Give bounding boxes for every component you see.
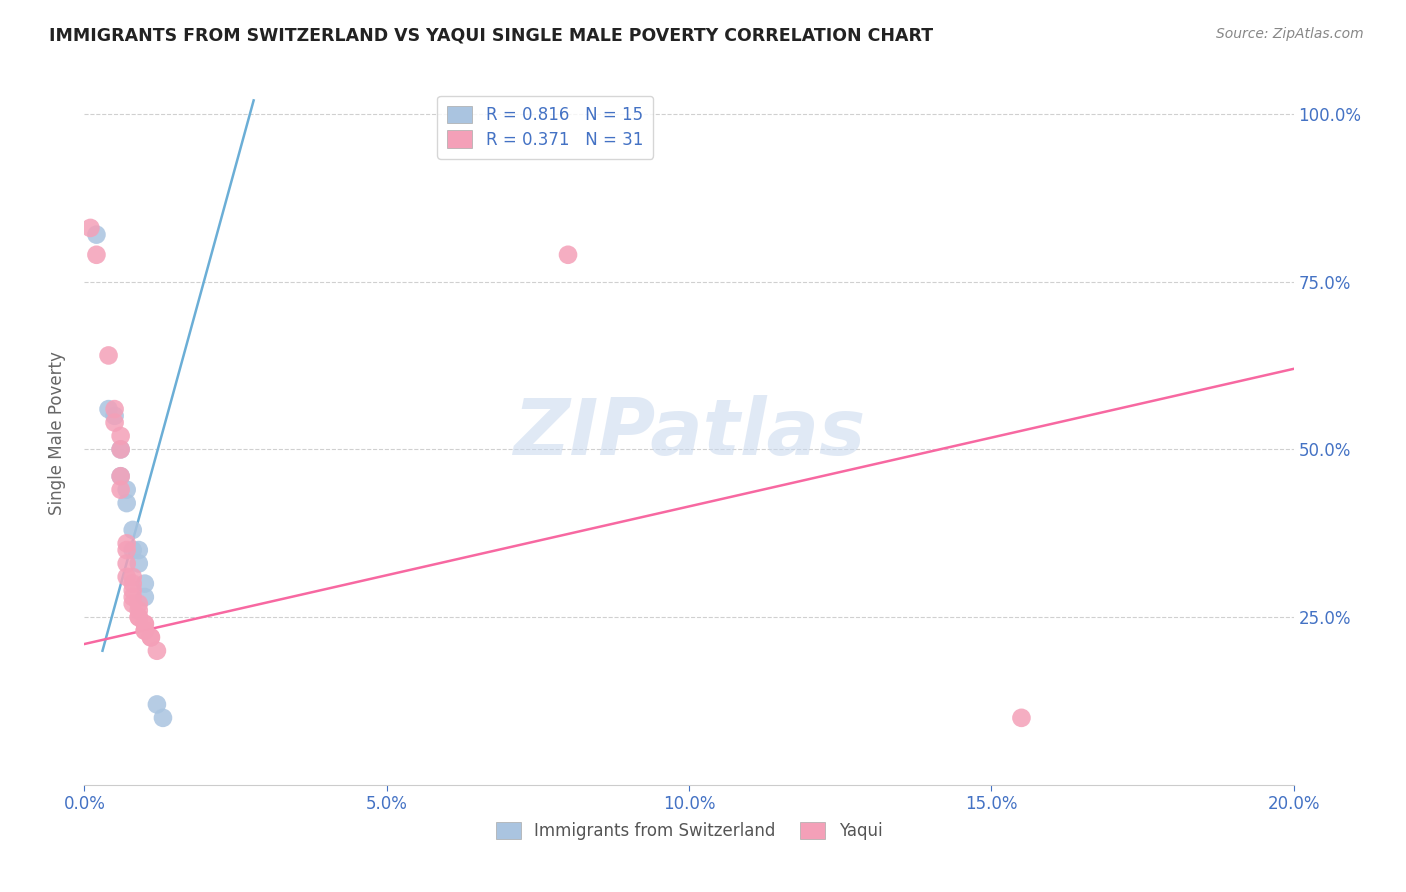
Point <box>128 610 150 624</box>
Point <box>97 348 120 362</box>
Point <box>110 442 132 457</box>
Point <box>134 624 156 638</box>
Point <box>134 590 156 604</box>
Point <box>104 409 127 423</box>
Point <box>110 429 132 443</box>
Point <box>1011 711 1033 725</box>
Point <box>152 711 174 725</box>
Point <box>121 576 143 591</box>
Point <box>128 557 150 571</box>
Point <box>128 543 150 558</box>
Legend: Immigrants from Switzerland, Yaqui: Immigrants from Switzerland, Yaqui <box>489 815 889 847</box>
Point <box>104 402 127 417</box>
Y-axis label: Single Male Poverty: Single Male Poverty <box>48 351 66 515</box>
Point <box>115 543 138 558</box>
Point <box>110 469 132 483</box>
Point <box>557 248 579 262</box>
Point <box>146 644 169 658</box>
Point <box>134 616 156 631</box>
Point <box>115 536 138 550</box>
Point <box>121 543 143 558</box>
Point <box>128 603 150 617</box>
Text: Source: ZipAtlas.com: Source: ZipAtlas.com <box>1216 27 1364 41</box>
Point <box>146 698 169 712</box>
Point <box>134 624 156 638</box>
Point <box>121 597 143 611</box>
Point <box>139 630 162 644</box>
Point <box>134 616 156 631</box>
Point <box>110 469 132 483</box>
Text: ZIPatlas: ZIPatlas <box>513 394 865 471</box>
Point <box>110 483 132 497</box>
Point <box>128 610 150 624</box>
Point <box>121 523 143 537</box>
Point <box>121 583 143 598</box>
Point <box>115 557 138 571</box>
Point <box>104 416 127 430</box>
Point <box>139 630 162 644</box>
Point <box>86 227 108 242</box>
Point <box>86 248 108 262</box>
Point <box>79 221 101 235</box>
Point <box>115 496 138 510</box>
Point <box>134 576 156 591</box>
Point <box>115 570 138 584</box>
Point <box>110 442 132 457</box>
Text: IMMIGRANTS FROM SWITZERLAND VS YAQUI SINGLE MALE POVERTY CORRELATION CHART: IMMIGRANTS FROM SWITZERLAND VS YAQUI SIN… <box>49 27 934 45</box>
Point <box>97 402 120 417</box>
Point <box>121 590 143 604</box>
Point <box>128 597 150 611</box>
Point <box>121 570 143 584</box>
Point <box>115 483 138 497</box>
